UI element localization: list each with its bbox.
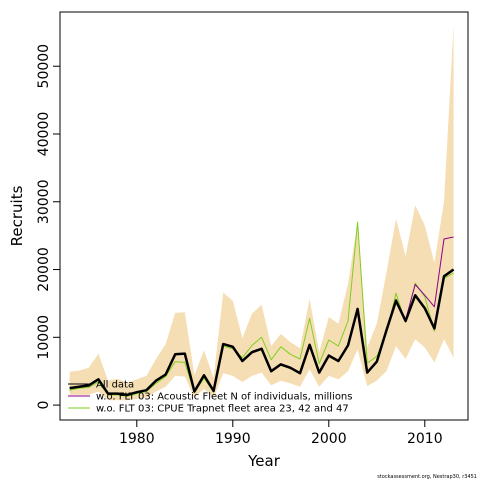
x-tick-label: 2010 [407,431,443,447]
legend-label-1: w.o. FLT 03: Acoustic Fleet N of individ… [96,392,352,403]
y-tick-label: 10000 [36,315,52,360]
x-tick-label: 1980 [119,431,155,447]
credit-text: stockassessment.org, Nestrap30, r3451 [377,474,477,480]
legend-label-0: All data [96,380,134,391]
y-tick-label: 20000 [36,247,52,292]
y-tick-label: 40000 [36,112,52,157]
series-layer [69,221,455,397]
x-tick-label: 2000 [311,431,347,447]
legend-label-2: w.o. FLT 03: CPUE Trapnet fleet area 23,… [96,404,349,415]
confidence-band-layer [69,25,454,401]
confidence-band [69,25,454,401]
y-tick-label: 50000 [36,44,52,89]
y-tick-label: 0 [36,401,52,410]
plot-frame [59,11,469,421]
x-axis: 1980 1990 2000 2010 [119,420,443,447]
x-axis-title: Year [247,452,281,470]
x-tick-label: 1990 [215,431,251,447]
y-axis: 0 10000 20000 30000 40000 50000 [36,44,60,410]
series-line-0 [69,268,455,397]
y-axis-title: Recruits [8,185,26,246]
y-tick-label: 30000 [36,180,52,225]
